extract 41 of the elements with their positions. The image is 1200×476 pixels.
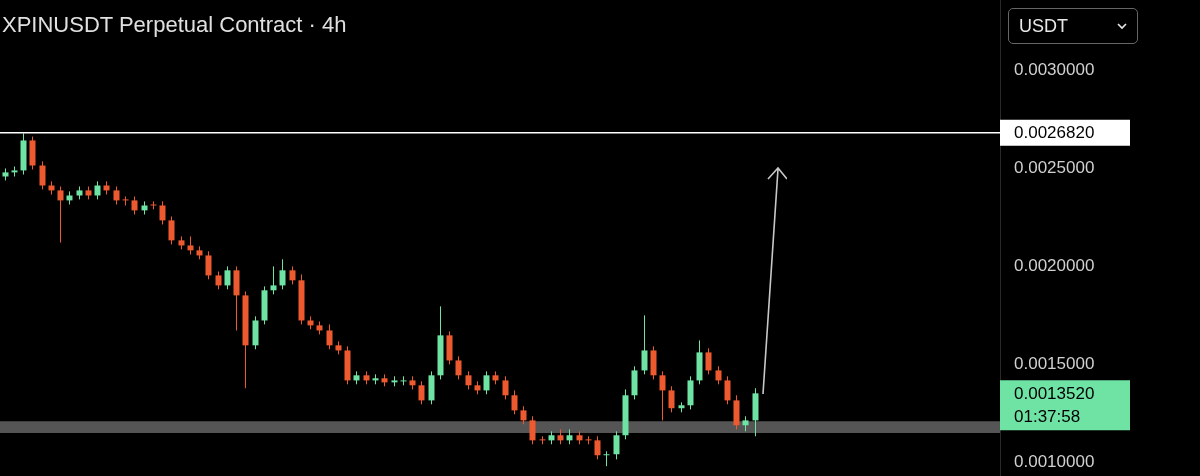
- candlestick: [279, 258, 286, 290]
- y-tick-label: 0.0025000: [1014, 158, 1095, 178]
- candlestick: [326, 323, 333, 350]
- candlestick: [529, 415, 536, 445]
- candlestick: [594, 435, 601, 460]
- candlestick: [224, 265, 231, 290]
- candlestick: [511, 389, 518, 415]
- y-tick-label: 0.0015000: [1014, 354, 1095, 374]
- candlestick: [57, 185, 64, 244]
- candlestick: [502, 375, 509, 400]
- y-axis-title: USDT: [1019, 15, 1068, 37]
- candlestick: [205, 250, 212, 280]
- candlestick: [668, 385, 675, 413]
- candlestick: [270, 265, 277, 295]
- candlestick: [483, 370, 490, 395]
- candlestick: [520, 405, 527, 425]
- candlestick: [39, 160, 46, 190]
- candlestick: [94, 180, 101, 200]
- candlestick: [705, 347, 712, 375]
- text: XPINUSDT Perpetual Contract · 4h: [2, 12, 347, 38]
- ref-line-label: 0.0026820: [1014, 123, 1095, 143]
- y-tick-label: 0.0020000: [1014, 256, 1095, 276]
- candlestick: [187, 235, 194, 255]
- candlestick: [168, 215, 175, 245]
- text: 0.0013520: [1014, 384, 1095, 404]
- candlestick: [289, 265, 296, 285]
- text: 01:37:58: [1014, 407, 1081, 427]
- candlestick: [131, 195, 138, 215]
- candlestick: [455, 355, 462, 380]
- candlestick: [724, 375, 731, 405]
- candlestick: [641, 314, 648, 375]
- candlestick: [613, 430, 620, 460]
- candlestick: [659, 370, 666, 421]
- candlestick: [603, 450, 610, 467]
- y-tick-label: 0.0030000: [1014, 60, 1095, 80]
- candlestick: [113, 185, 120, 205]
- candlestick: [465, 370, 472, 390]
- candlestick: [418, 380, 425, 405]
- y-tick-label: 0.0010000: [1014, 451, 1095, 471]
- candlestick: [159, 200, 166, 225]
- candlestick: [715, 365, 722, 385]
